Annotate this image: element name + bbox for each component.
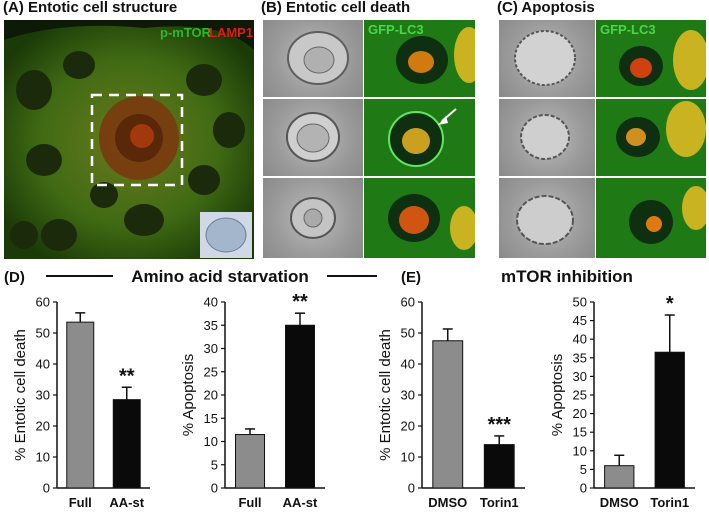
panel-a-micrograph: p-mTOR LAMP1 <box>4 20 254 259</box>
x-tick-label: Torin1 <box>650 495 689 510</box>
y-tick-label: 45 <box>573 313 587 328</box>
significance-label: *** <box>488 414 512 436</box>
panel-c-dic-2 <box>499 99 595 176</box>
y-tick-label: 35 <box>204 318 218 333</box>
bar <box>604 465 635 489</box>
y-tick-label: 0 <box>43 481 50 496</box>
panel-c-gfp-label: GFP-LC3 <box>600 22 656 37</box>
panel-e-group-label: mTOR inhibition <box>501 267 633 286</box>
x-tick-label: DMSO <box>428 495 467 510</box>
y-tick-label: 30 <box>573 369 587 384</box>
y-tick-label: 50 <box>573 295 587 310</box>
bar <box>66 321 95 489</box>
y-tick-label: 20 <box>36 419 50 434</box>
y-axis-label: % Entotic cell death <box>377 329 394 461</box>
panel-c-dic-3 <box>499 178 595 258</box>
y-tick-label: 15 <box>573 425 587 440</box>
y-tick-label: 5 <box>580 462 587 477</box>
panel-b-gfp-3 <box>364 178 475 258</box>
panel-b-dic-1 <box>263 20 363 97</box>
y-tick-label: 40 <box>401 357 415 372</box>
panel-b-dic-2 <box>263 99 363 176</box>
confocal-image <box>4 25 254 259</box>
x-tick-label: Torin1 <box>480 495 519 510</box>
y-tick-label: 20 <box>573 406 587 421</box>
y-tick-label: 40 <box>204 295 218 310</box>
panel-a-title: (A) Entotic cell structure <box>3 0 178 16</box>
significance-label: ** <box>292 291 308 313</box>
y-tick-label: 30 <box>36 388 50 403</box>
bar <box>654 351 685 489</box>
y-tick-label: 40 <box>573 332 587 347</box>
x-tick-label: Full <box>238 495 261 510</box>
panel-b-gfp-1: GFP-LC3 <box>364 20 475 97</box>
x-tick-label: AA-st <box>109 495 144 510</box>
panel-c-title: (C) Apoptosis <box>497 0 595 16</box>
y-tick-label: 60 <box>36 295 50 310</box>
y-axis-label: % Apoptosis <box>180 354 197 437</box>
bar <box>432 340 464 489</box>
y-tick-label: 5 <box>211 457 218 472</box>
panel-c-gfp-2 <box>596 99 706 176</box>
y-tick-label: 10 <box>573 443 587 458</box>
y-tick-label: 50 <box>36 326 50 341</box>
y-tick-label: 0 <box>580 481 587 496</box>
y-tick-label: 0 <box>211 481 218 496</box>
y-tick-label: 30 <box>204 341 218 356</box>
y-tick-label: 40 <box>36 357 50 372</box>
y-axis-label: % Entotic cell death <box>12 329 29 461</box>
y-tick-label: 20 <box>204 388 218 403</box>
p-mtor-label: p-mTOR <box>160 25 212 40</box>
y-tick-label: 30 <box>401 388 415 403</box>
y-tick-label: 10 <box>36 450 50 465</box>
bar-charts: (D) Amino acid starvation (E) mTOR inhib… <box>4 267 695 510</box>
y-tick-label: 10 <box>204 434 218 449</box>
lamp1-label: LAMP1 <box>209 25 254 40</box>
panel-c-gfp-3 <box>596 178 706 258</box>
y-tick-label: 25 <box>204 364 218 379</box>
bar <box>235 434 265 489</box>
bar <box>483 444 515 489</box>
y-tick-label: 60 <box>401 295 415 310</box>
panel-b-title: (B) Entotic cell death <box>261 0 411 16</box>
panel-e-title: (E) <box>401 269 421 286</box>
bar <box>112 399 141 489</box>
y-tick-label: 50 <box>401 326 415 341</box>
y-tick-label: 0 <box>408 481 415 496</box>
significance-label: * <box>666 293 674 315</box>
x-tick-label: DMSO <box>600 495 639 510</box>
panel-b-dic-3 <box>263 178 363 258</box>
y-tick-label: 10 <box>401 450 415 465</box>
panel-d-group-label: Amino acid starvation <box>131 267 309 286</box>
y-tick-label: 35 <box>573 350 587 365</box>
y-tick-label: 15 <box>204 411 218 426</box>
panel-b-gfp-label: GFP-LC3 <box>368 22 424 37</box>
panel-c-gfp-1: GFP-LC3 <box>596 20 706 97</box>
y-tick-label: 25 <box>573 388 587 403</box>
y-axis-label: % Apoptosis <box>549 354 566 437</box>
x-tick-label: Full <box>69 495 92 510</box>
bar <box>285 324 315 489</box>
significance-label: ** <box>119 365 135 387</box>
y-tick-label: 20 <box>401 419 415 434</box>
panel-d-title: (D) <box>4 269 25 286</box>
panel-b-gfp-2 <box>364 99 475 176</box>
x-tick-label: AA-st <box>283 495 318 510</box>
panel-c-dic-1 <box>499 20 595 97</box>
